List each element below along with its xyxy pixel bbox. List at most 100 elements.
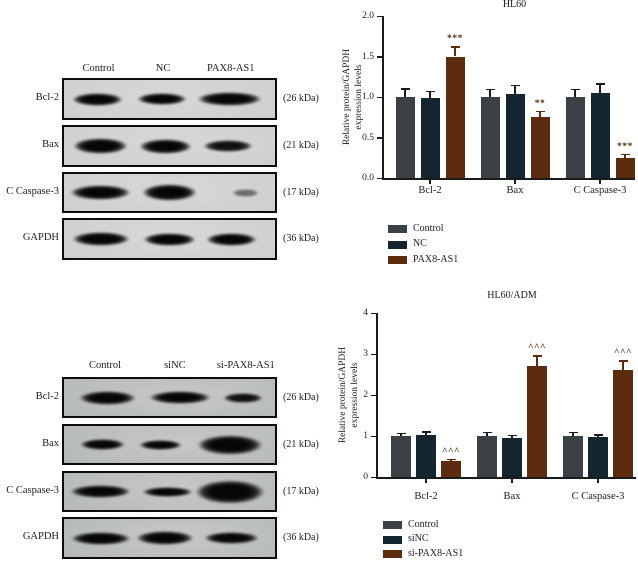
bar: [502, 438, 522, 477]
bar: [395, 97, 415, 178]
significance-label: ***: [447, 33, 463, 44]
y-tick-label: 0.5: [362, 132, 374, 143]
y-tick-mark: [371, 353, 376, 356]
error-bar-line: [574, 88, 576, 97]
y-tick-mark: [371, 394, 376, 397]
chart-title: HL60/ADM: [487, 290, 537, 301]
legend-label: Control: [408, 518, 439, 530]
category-label: C Caspase-3: [571, 491, 625, 502]
error-bar-cap: [568, 431, 578, 434]
bar: [391, 436, 411, 477]
y-tick-mark: [371, 312, 376, 315]
bar: [588, 437, 608, 477]
blot-band: [136, 93, 187, 105]
protein-label: C Caspase-3: [6, 185, 59, 197]
error-bar-line: [624, 153, 626, 158]
protein-label: GAPDH: [22, 232, 59, 243]
blot-box: [62, 471, 277, 512]
bar: [416, 435, 436, 477]
bar: [441, 460, 461, 477]
blot-band: [142, 184, 197, 201]
blot-band: [141, 486, 193, 497]
y-tick-mark: [377, 177, 382, 180]
bar: [480, 97, 500, 178]
bar: [563, 436, 583, 477]
kda-label: (36 kDa): [283, 532, 319, 543]
error-bar-line: [514, 84, 516, 94]
error-bar-line: [486, 431, 488, 436]
error-bar-line: [539, 110, 541, 118]
blot-box: [62, 172, 277, 213]
error-bar-cap: [421, 431, 431, 433]
chart-hl60: HL60 Relative protein/GAPDH expression lev…: [330, 0, 638, 280]
protein-label: Bax: [42, 437, 59, 449]
blot-band: [139, 439, 183, 450]
error-bar-cap: [446, 458, 456, 461]
lane-label: Control: [88, 360, 122, 371]
significance-label: ^^^: [441, 446, 461, 457]
legend-swatch: [383, 521, 402, 529]
protein-label: Bax: [42, 139, 59, 150]
error-bar-line: [599, 83, 601, 93]
error-bar-cap: [482, 431, 492, 434]
blot-band: [138, 138, 192, 154]
bar: [615, 157, 635, 178]
category-label: C Caspase-3: [573, 185, 627, 196]
blot-band: [232, 188, 260, 197]
chart-hl60-adm: HL60/ADM Relative protein/GAPDH expression…: [330, 285, 638, 561]
bar: [420, 97, 440, 178]
error-bar-cap: [532, 355, 542, 357]
kda-label: (26 kDa): [283, 391, 319, 403]
y-tick-label: 2: [363, 390, 368, 400]
y-tick-mark: [377, 56, 382, 58]
kda-label: (21 kDa): [283, 140, 319, 151]
blot-band: [78, 390, 136, 405]
bar: [590, 92, 610, 178]
error-bar-cap: [400, 88, 410, 90]
error-bar-line: [404, 88, 406, 97]
y-tick-mark: [377, 15, 382, 18]
lane-label: si-PAX8-AS1: [216, 360, 275, 371]
y-tick-mark: [371, 435, 376, 438]
legend-swatch: [388, 225, 407, 233]
error-bar-cap: [450, 45, 460, 48]
blot-box: [62, 424, 277, 465]
x-tick-mark: [599, 180, 601, 184]
error-bar-cap: [593, 433, 603, 436]
x-axis-line: [382, 178, 635, 180]
y-tick-label: 1: [363, 431, 368, 441]
blot-band: [197, 92, 263, 106]
y-tick-mark: [371, 476, 376, 479]
x-axis-line: [376, 477, 636, 479]
error-bar-line: [429, 90, 431, 98]
legend-label: NC: [413, 238, 427, 249]
blot-box: [62, 78, 277, 120]
significance-label: ***: [617, 141, 633, 152]
y-axis-line: [376, 313, 378, 479]
error-bar-cap: [618, 360, 628, 362]
blot-band: [80, 439, 126, 450]
protein-label: Bcl-2: [35, 390, 59, 402]
category-label: Bcl-2: [414, 491, 438, 502]
category-label: Bax: [503, 491, 521, 502]
significance-label: ^^^: [613, 348, 633, 359]
error-bar-line: [536, 355, 538, 367]
error-bar-cap: [507, 434, 517, 437]
x-tick-mark: [597, 479, 599, 483]
significance-label: ^^^: [527, 343, 547, 354]
blot-band: [70, 531, 131, 545]
x-tick-mark: [514, 180, 516, 184]
lane-label: siNC: [164, 360, 186, 371]
error-bar-line: [489, 88, 491, 97]
blot-band: [73, 138, 129, 154]
y-tick-label: 1.5: [362, 51, 374, 62]
significance-label: **: [534, 98, 546, 109]
blot-box: [62, 218, 277, 260]
error-bar-cap: [595, 83, 605, 85]
blot-band: [71, 232, 130, 246]
blot-band: [196, 434, 263, 455]
blot-band: [202, 140, 253, 152]
kda-label: (21 kDa): [283, 438, 319, 450]
error-bar-line: [425, 431, 427, 436]
legend-swatch: [388, 240, 407, 249]
